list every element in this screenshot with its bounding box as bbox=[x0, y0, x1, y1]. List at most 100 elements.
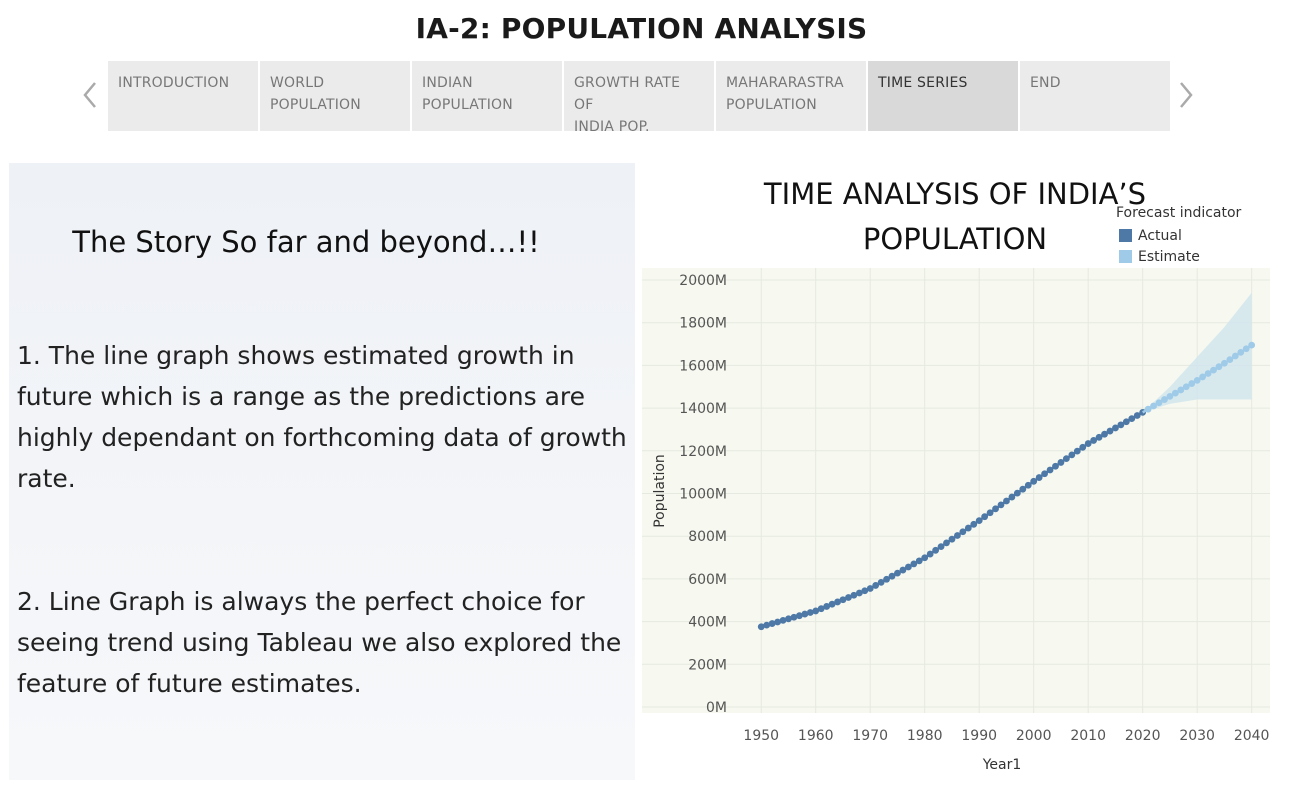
forecast-range-band bbox=[1142, 292, 1252, 413]
x-tick-label: 2020 bbox=[1125, 728, 1161, 744]
actual-data-point bbox=[1068, 451, 1076, 459]
tab-maharashtra-population[interactable]: MAHARARASTRA POPULATION bbox=[716, 61, 866, 131]
actual-data-point bbox=[790, 613, 798, 621]
panel-heading: The Story So far and beyond…!! bbox=[72, 225, 540, 259]
actual-data-point bbox=[904, 563, 912, 571]
estimate-data-point bbox=[1231, 352, 1239, 360]
actual-data-point bbox=[812, 607, 820, 615]
estimate-data-point bbox=[1215, 363, 1223, 371]
actual-data-point bbox=[834, 598, 841, 606]
y-axis-title: Population bbox=[652, 454, 668, 528]
tab-growth-rate[interactable]: GROWTH RATE OF INDIA POP. bbox=[564, 61, 714, 135]
estimate-data-point bbox=[1210, 366, 1217, 374]
estimate-data-point bbox=[1242, 345, 1250, 353]
actual-data-point bbox=[806, 609, 814, 616]
x-tick-label: 1950 bbox=[743, 728, 779, 744]
x-tick-label: 1990 bbox=[961, 728, 997, 744]
estimate-data-point bbox=[1177, 386, 1185, 394]
y-tick-label: 1200M bbox=[679, 444, 727, 460]
estimate-data-point bbox=[1226, 356, 1234, 364]
estimate-data-point bbox=[1144, 405, 1152, 413]
legend-item-estimate[interactable]: Estimate bbox=[1116, 246, 1241, 267]
actual-data-point bbox=[801, 610, 809, 618]
actual-data-point bbox=[1003, 497, 1010, 505]
actual-data-point bbox=[915, 557, 923, 565]
actual-data-point bbox=[888, 572, 896, 580]
estimate-data-point bbox=[1204, 370, 1212, 377]
actual-data-point bbox=[986, 509, 994, 517]
actual-data-point bbox=[823, 603, 831, 610]
actual-data-point bbox=[1090, 437, 1098, 444]
chart-svg: 0M 200M 400M 600M 800M 1000M 1200M 1400M 1600M 18… bbox=[642, 268, 1270, 773]
actual-data-point bbox=[795, 612, 803, 620]
tab-introduction[interactable]: INTRODUCTION bbox=[108, 61, 258, 131]
y-tick-label: 800M bbox=[688, 529, 727, 545]
y-tick-label: 2000M bbox=[679, 273, 727, 289]
legend-item-actual[interactable]: Actual bbox=[1116, 225, 1241, 246]
chart-title: TIME ANALYSIS OF INDIA’S POPULATION bbox=[763, 177, 1147, 256]
estimate-data-point bbox=[1182, 383, 1190, 391]
actual-data-point bbox=[997, 501, 1005, 509]
x-tick-label: 2040 bbox=[1234, 728, 1270, 744]
actual-data-point bbox=[992, 505, 999, 513]
tab-indian-population[interactable]: INDIAN POPULATION bbox=[412, 61, 562, 131]
actual-data-point bbox=[1008, 493, 1016, 501]
estimate-data-point bbox=[1237, 348, 1245, 356]
actual-data-point bbox=[970, 520, 978, 528]
actual-data-point bbox=[1030, 477, 1038, 485]
point-one-text: 1. The line graph shows estimated growth… bbox=[17, 341, 627, 493]
actual-data-point bbox=[1024, 481, 1032, 489]
actual-data-point bbox=[948, 535, 956, 543]
actual-data-point bbox=[937, 543, 945, 551]
tab-world-population[interactable]: WORLD POPULATION bbox=[260, 61, 410, 131]
estimate-data-point bbox=[1221, 359, 1228, 367]
actual-data-point bbox=[1106, 427, 1114, 435]
tab-time-series[interactable]: TIME SERIES bbox=[868, 61, 1018, 131]
actual-data-point bbox=[883, 575, 890, 583]
story-title: IA-2: POPULATION ANALYSIS bbox=[415, 12, 868, 45]
actual-data-point bbox=[932, 546, 940, 554]
estimate-data-point bbox=[1199, 373, 1207, 381]
x-tick-label: 1960 bbox=[798, 728, 834, 744]
plot-area bbox=[642, 268, 1270, 713]
x-tick-label: 2010 bbox=[1070, 728, 1106, 744]
actual-data-point bbox=[954, 532, 961, 539]
actual-data-point bbox=[866, 585, 874, 592]
actual-data-point bbox=[1073, 447, 1081, 455]
actual-data-point bbox=[894, 569, 901, 577]
actual-data-point bbox=[763, 621, 771, 629]
actual-data-point bbox=[1019, 485, 1027, 493]
estimate-data-point bbox=[1155, 399, 1163, 407]
actual-data-point bbox=[1128, 415, 1136, 423]
actual-data-point bbox=[899, 566, 907, 574]
actual-data-point bbox=[1079, 443, 1087, 451]
actual-data-point bbox=[817, 605, 825, 613]
population-line-chart: 0M 200M 400M 600M 800M 1000M 1200M 1400M 1600M 18… bbox=[642, 266, 1270, 781]
actual-data-point bbox=[1046, 466, 1054, 474]
story-tabs: INTRODUCTION WORLD POPULATION INDIAN POP… bbox=[108, 61, 1170, 135]
next-story-point-button[interactable] bbox=[1172, 70, 1200, 120]
legend-label-actual: Actual bbox=[1138, 227, 1182, 244]
actual-data-point bbox=[855, 589, 863, 597]
actual-data-point bbox=[1062, 455, 1070, 463]
actual-data-point bbox=[921, 554, 929, 562]
point-two-text: 2. Line Graph is always the perfect choi… bbox=[17, 587, 622, 698]
actual-data-point bbox=[1117, 421, 1125, 429]
chevron-right-icon bbox=[1180, 82, 1193, 108]
actual-data-point bbox=[850, 591, 858, 599]
estimate-data-point bbox=[1248, 341, 1256, 349]
actual-data-point bbox=[926, 550, 934, 558]
actual-data-point bbox=[1052, 462, 1059, 470]
chart-legend: Forecast indicator Actual Estimate bbox=[1116, 205, 1241, 267]
previous-story-point-button[interactable] bbox=[76, 70, 104, 120]
actual-data-point bbox=[839, 596, 847, 604]
actual-data-point bbox=[1035, 474, 1043, 481]
y-tick-label: 1800M bbox=[679, 316, 727, 332]
y-tick-label: 1600M bbox=[679, 358, 727, 374]
tab-end[interactable]: END bbox=[1020, 61, 1170, 131]
y-tick-label: 600M bbox=[688, 572, 727, 588]
y-tick-label: 0M bbox=[706, 700, 727, 716]
estimate-data-point bbox=[1171, 389, 1179, 397]
actual-data-point bbox=[774, 618, 781, 626]
actual-data-point bbox=[872, 582, 880, 589]
